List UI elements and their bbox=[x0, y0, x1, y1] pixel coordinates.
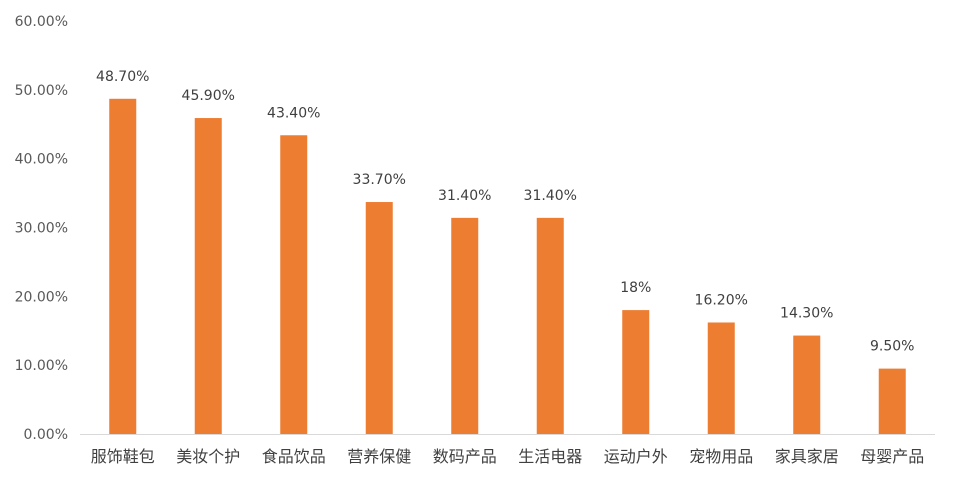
y-tick-label-4: 40.00% bbox=[15, 152, 68, 168]
data-label-2: 43.40% bbox=[267, 105, 320, 121]
x-category-label-5: 生活电器 bbox=[518, 447, 582, 466]
bar-6 bbox=[622, 310, 650, 434]
y-tick-label-3: 30.00% bbox=[15, 221, 68, 237]
bar-9 bbox=[878, 368, 906, 434]
bar-0 bbox=[109, 98, 137, 434]
x-category-label-1: 美妆个护 bbox=[176, 447, 240, 466]
y-tick-label-5: 50.00% bbox=[15, 83, 68, 99]
data-label-8: 14.30% bbox=[780, 306, 833, 322]
bar-2 bbox=[280, 135, 308, 434]
x-category-label-7: 宠物用品 bbox=[689, 447, 753, 466]
bar-7 bbox=[707, 322, 735, 434]
data-label-0: 48.70% bbox=[96, 69, 149, 85]
data-label-7: 16.20% bbox=[695, 292, 748, 308]
data-labels: 48.70% 45.90% 43.40% 33.70% 31.40% 31.40% 18% 1… bbox=[96, 69, 914, 355]
y-tick-label-6: 60.00% bbox=[15, 14, 68, 30]
x-category-label-4: 数码产品 bbox=[433, 447, 497, 466]
y-tick-label-0: 0.00% bbox=[24, 427, 68, 443]
x-category-label-8: 家具家居 bbox=[775, 447, 839, 466]
data-label-3: 33.70% bbox=[353, 172, 406, 188]
data-label-4: 31.40% bbox=[438, 188, 491, 204]
x-category-label-0: 服饰鞋包 bbox=[91, 447, 155, 466]
y-tick-label-1: 10.00% bbox=[15, 358, 68, 374]
x-category-label-6: 运动户外 bbox=[604, 447, 668, 466]
x-category-label-9: 母婴产品 bbox=[860, 447, 924, 466]
x-category-label-3: 营养保健 bbox=[347, 447, 411, 466]
bar-1 bbox=[194, 118, 222, 435]
bar-3 bbox=[365, 202, 393, 434]
y-axis: 0.00% 10.00% 20.00% 30.00% 40.00% 50.00% 60.00… bbox=[15, 14, 68, 443]
bar-5 bbox=[536, 217, 564, 434]
bars bbox=[109, 98, 906, 435]
data-label-9: 9.50% bbox=[870, 339, 914, 355]
data-label-1: 45.90% bbox=[182, 88, 235, 104]
data-label-5: 31.40% bbox=[524, 188, 577, 204]
x-category-label-2: 食品饮品 bbox=[262, 447, 326, 466]
data-label-6: 18% bbox=[620, 280, 651, 296]
y-tick-label-2: 20.00% bbox=[15, 289, 68, 305]
x-axis: 服饰鞋包 美妆个护 食品饮品 营养保健 数码产品 生活电器 运动户外 宠物用品 家具家居 母婴产品 bbox=[91, 447, 925, 466]
bar-4 bbox=[451, 217, 479, 434]
bar-8 bbox=[793, 335, 821, 434]
